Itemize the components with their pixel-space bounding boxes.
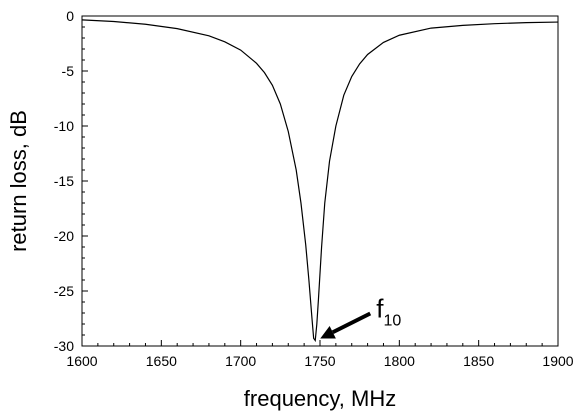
y-tick-label: -30 [54,338,74,354]
f10-annotation: f10 [320,294,401,339]
f10-arrow-shaft [331,311,372,335]
y-tick-label: -25 [54,283,74,299]
x-tick-label: 1650 [146,353,177,369]
x-tick-label: 1850 [463,353,494,369]
x-axis-title: frequency, MHz [244,386,396,411]
return-loss-curve [81,19,559,343]
x-tick-label: 1700 [225,353,256,369]
x-tick-label: 1750 [304,353,335,369]
f10-label-subscript: 10 [383,313,401,330]
plot-area [81,15,559,347]
x-tick-label: 1800 [384,353,415,369]
x-axis-ticks: 1600 1650 1700 1750 1800 1850 1900 [66,340,574,369]
y-tick-label: -20 [54,228,74,244]
f10-label: f10 [376,294,401,330]
x-tick-label: 1900 [542,353,573,369]
y-tick-label: -5 [62,63,75,79]
y-tick-label: 0 [66,8,74,24]
f10-label-main: f [376,294,384,324]
y-tick-label: -10 [54,118,74,134]
y-axis-ticks: 0 -5 -10 -15 -20 -25 -30 [54,8,88,354]
f10-arrow-head [320,325,336,339]
x-tick-label: 1600 [66,353,97,369]
y-tick-label: -15 [54,173,74,189]
y-axis-title: return loss, dB [6,110,31,252]
